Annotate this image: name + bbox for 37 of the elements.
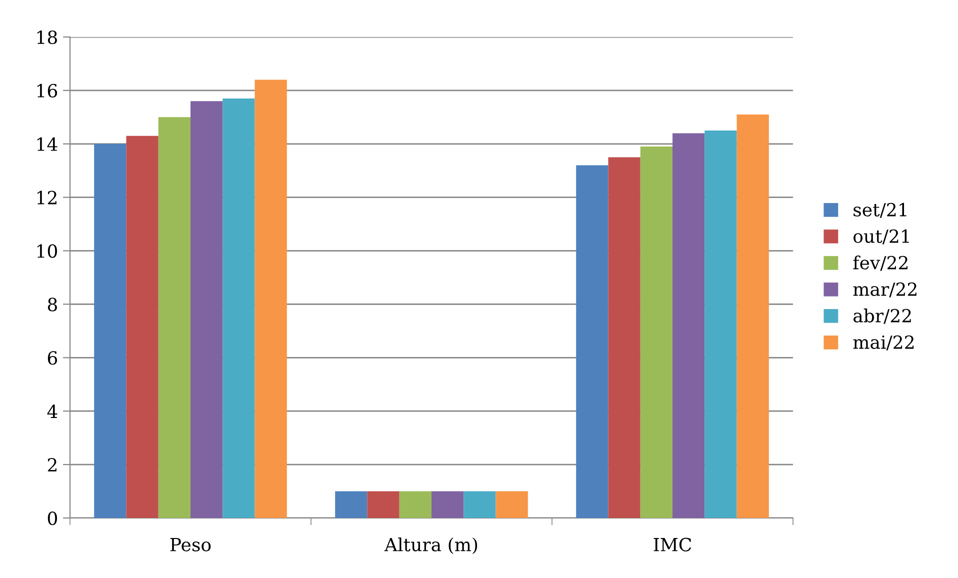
bar [367, 491, 400, 518]
legend-label: mar/22 [853, 282, 916, 298]
legend-label: abr/22 [854, 308, 911, 324]
bar [464, 491, 496, 518]
legend-label: out/21 [854, 229, 909, 244]
legend-label: fev/22 [853, 256, 908, 271]
bar [158, 117, 190, 518]
bar [576, 165, 608, 518]
legend-label: mai/22 [853, 335, 914, 350]
x-tick-label: Peso [170, 538, 211, 552]
bar [222, 98, 255, 518]
y-tick-label: 14 [37, 137, 58, 151]
legend-label: set/21 [854, 202, 906, 218]
bar [736, 114, 769, 518]
x-tick-label: Altura (m) [384, 537, 478, 554]
bar [254, 80, 287, 518]
y-tick-label: 18 [37, 30, 57, 44]
bar [432, 491, 464, 518]
y-tick-label: 6 [48, 351, 58, 365]
bar [399, 491, 432, 518]
bar [640, 146, 672, 518]
bar [190, 101, 223, 518]
bar [672, 133, 705, 518]
y-tick-label: 2 [48, 458, 56, 472]
bar [335, 491, 368, 518]
bar [496, 491, 528, 518]
x-tick-label: IMC [654, 538, 692, 552]
y-tick-label: 4 [47, 404, 58, 418]
y-tick-label: 8 [48, 298, 57, 312]
y-tick-label: 0 [48, 511, 57, 526]
y-tick-label: 16 [37, 84, 58, 98]
bar [94, 144, 126, 518]
bar [704, 130, 737, 518]
y-tick-label: 12 [37, 190, 56, 204]
bar [608, 157, 640, 518]
bar [126, 136, 158, 518]
y-tick-label: 10 [37, 244, 57, 258]
